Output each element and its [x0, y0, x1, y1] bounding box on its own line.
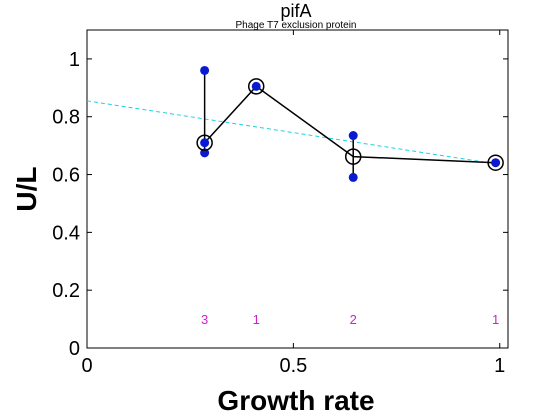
- count-label: 3: [201, 312, 208, 327]
- x-axis-label: Growth rate: [217, 385, 374, 416]
- sample-point: [348, 131, 358, 141]
- y-tick-label: 0.6: [52, 165, 80, 187]
- mean-marker: [196, 134, 213, 151]
- y-tick-label: 0.2: [52, 280, 80, 302]
- sample-point: [491, 158, 501, 168]
- mean-marker: [247, 78, 265, 95]
- chart-title: pifA: [280, 1, 311, 21]
- x-tick-label: 1: [494, 355, 505, 377]
- y-axis-label: U/L: [11, 166, 42, 211]
- mean-line-layer: [204, 85, 496, 164]
- mean-marker: [344, 148, 362, 165]
- x-tick-label: 0: [81, 355, 92, 377]
- y-tick-label: 0.4: [52, 222, 80, 244]
- count-label: 1: [492, 312, 499, 327]
- x-tick-label: 0.5: [279, 355, 307, 377]
- sample-point: [200, 138, 210, 148]
- y-tick-label: 1: [69, 49, 80, 71]
- y-tick-label: 0.8: [52, 107, 80, 129]
- y-tick-label: 0: [69, 338, 80, 360]
- count-label: 2: [350, 312, 357, 327]
- count-label: 1: [253, 312, 260, 327]
- mean-marker: [487, 154, 504, 171]
- count-labels-layer: 3 1 2 1: [201, 312, 499, 327]
- sample-point: [200, 65, 210, 75]
- sample-point: [251, 81, 261, 91]
- mean-line: [204, 85, 496, 164]
- sample-point: [348, 172, 358, 182]
- x-axis: 0 0.5 1: [81, 30, 505, 377]
- sample-points-layer: [200, 65, 501, 182]
- chart-subtitle: Phage T7 exclusion protein: [235, 20, 356, 31]
- mean-markers-layer: [196, 78, 504, 171]
- plot-area: [86, 29, 509, 349]
- y-axis: 0 0.2 0.4 0.6 0.8 1: [52, 49, 508, 360]
